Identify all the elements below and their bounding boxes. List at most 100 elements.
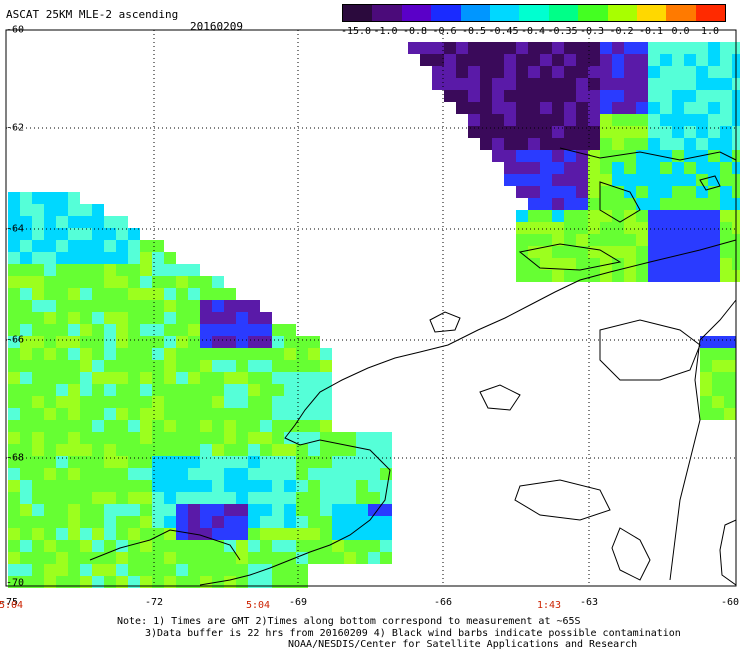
data-cell <box>92 480 104 492</box>
data-cell <box>724 372 736 384</box>
data-cell <box>128 492 140 504</box>
data-cell <box>128 408 140 420</box>
data-cell <box>672 66 684 78</box>
data-cell <box>576 78 588 90</box>
data-cell <box>696 90 708 102</box>
data-cell <box>212 456 224 468</box>
data-cell <box>636 246 648 258</box>
data-cell <box>20 516 32 528</box>
data-cell <box>296 552 308 564</box>
data-cell <box>128 528 140 540</box>
data-cell <box>272 384 284 396</box>
data-cell <box>224 288 236 300</box>
data-cell <box>56 516 68 528</box>
data-cell <box>480 138 492 150</box>
data-cell <box>80 312 92 324</box>
lat-label: -66 <box>6 334 25 346</box>
data-cell <box>128 300 140 312</box>
data-cell <box>612 66 624 78</box>
data-cell <box>56 468 68 480</box>
data-cell <box>516 234 528 246</box>
data-cell <box>600 270 612 282</box>
data-cell <box>176 348 188 360</box>
data-cell <box>56 240 68 252</box>
data-cell <box>128 336 140 348</box>
data-cell <box>80 480 92 492</box>
data-cell <box>720 174 732 186</box>
data-cell <box>540 198 552 210</box>
data-cell <box>724 408 736 420</box>
data-cell <box>636 210 648 222</box>
data-cell <box>660 138 672 150</box>
data-cell <box>332 492 344 504</box>
data-cell <box>32 540 44 552</box>
data-cell <box>200 480 212 492</box>
data-cell <box>660 198 672 210</box>
data-cell <box>128 576 140 588</box>
data-cell <box>104 312 116 324</box>
data-cell <box>456 78 468 90</box>
data-cell <box>128 420 140 432</box>
data-cell <box>480 54 492 66</box>
data-cell <box>80 540 92 552</box>
data-cell <box>116 300 128 312</box>
data-cell <box>600 102 612 114</box>
data-cell <box>32 192 44 204</box>
data-cell <box>272 552 284 564</box>
data-cell <box>116 252 128 264</box>
data-cell <box>708 234 720 246</box>
data-cell <box>528 234 540 246</box>
data-cell <box>320 348 332 360</box>
data-cell <box>80 420 92 432</box>
data-cell <box>248 432 260 444</box>
data-cell <box>380 492 392 504</box>
data-cell <box>708 246 720 258</box>
data-cell <box>8 408 20 420</box>
data-cell <box>20 468 32 480</box>
data-cell <box>480 90 492 102</box>
lat-label: -60 <box>6 24 25 36</box>
data-cell <box>380 516 392 528</box>
data-cell <box>200 444 212 456</box>
data-cell <box>224 456 236 468</box>
data-cell <box>8 564 20 576</box>
data-cell <box>540 114 552 126</box>
data-cell <box>164 360 176 372</box>
data-cell <box>176 420 188 432</box>
data-cell <box>564 198 576 210</box>
data-cell <box>600 66 612 78</box>
data-cell <box>248 384 260 396</box>
data-cell <box>8 528 20 540</box>
data-cell <box>612 258 624 270</box>
data-cell <box>648 198 660 210</box>
data-cell <box>708 150 720 162</box>
data-cell <box>116 372 128 384</box>
data-cell <box>356 504 368 516</box>
data-cell <box>212 516 224 528</box>
data-cell <box>44 516 56 528</box>
data-cell <box>540 174 552 186</box>
data-cell <box>68 576 80 588</box>
data-cell <box>212 492 224 504</box>
data-cell <box>296 504 308 516</box>
colorbar-tick-label: -0.6 <box>432 26 457 37</box>
data-cell <box>272 348 284 360</box>
data-cell <box>308 504 320 516</box>
data-cell <box>200 276 212 288</box>
data-cell <box>260 552 272 564</box>
data-cell <box>8 432 20 444</box>
data-cell <box>116 540 128 552</box>
data-cell <box>20 276 32 288</box>
data-cell <box>188 312 200 324</box>
data-cell <box>200 336 212 348</box>
data-cell <box>576 270 588 282</box>
data-cell <box>588 210 600 222</box>
data-cell <box>648 66 660 78</box>
data-cell <box>20 432 32 444</box>
data-cell <box>80 360 92 372</box>
data-cell <box>320 396 332 408</box>
data-cell <box>8 204 20 216</box>
data-cell <box>248 564 260 576</box>
data-cell <box>552 138 564 150</box>
data-cell <box>92 492 104 504</box>
